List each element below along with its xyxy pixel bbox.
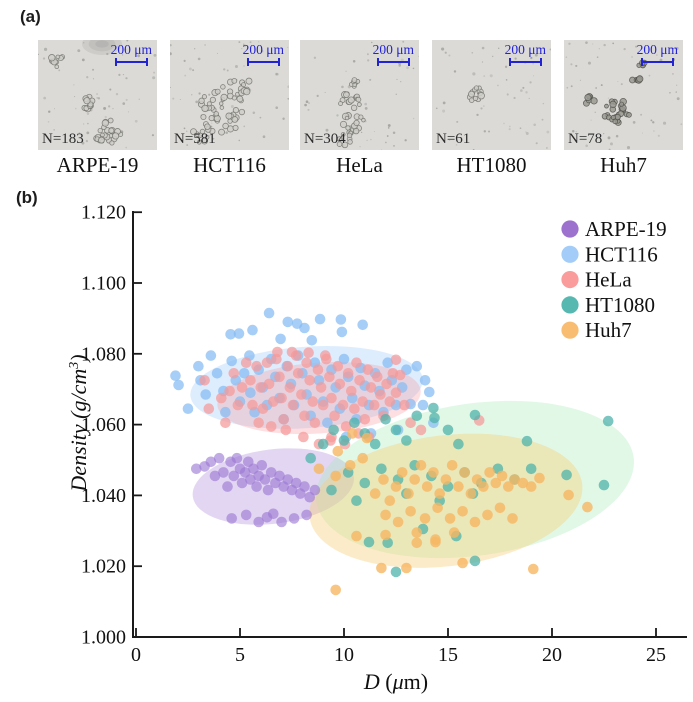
scale-bar-label: 200 μm (636, 42, 678, 57)
micrograph-image: 200 μm N=304 (300, 40, 419, 150)
micrograph-image: 200 μm N=581 (170, 40, 289, 150)
scale-bar: 200 μm (505, 42, 546, 66)
cell-count-label: N=78 (568, 131, 603, 147)
scale-bar-label: 200 μm (372, 42, 414, 57)
cell-line-name: Huh7 (600, 153, 647, 177)
micrograph-arpe19: 200 μm N=183 ARPE-19 (38, 40, 157, 178)
y-tick-label: 1.020 (81, 556, 126, 578)
micrograph-row: 200 μm N=183 ARPE-19 200 μm N=581 HCT116 (0, 40, 693, 180)
tick-labels: 1.000 1.020 1.040 1.060 1.080 1.100 1.120 0 5 10 1… (81, 202, 666, 666)
x-tick-label: 10 (334, 644, 354, 666)
x-tick-label: 15 (438, 644, 458, 666)
cell-count-label: N=581 (174, 131, 216, 147)
cell-count-label: N=183 (42, 131, 84, 147)
micrograph-image: 200 μm N=61 (432, 40, 551, 150)
panel-a-label: (a) (20, 7, 41, 26)
scatter-points-HeLa (199, 346, 485, 450)
scale-bar: 200 μm (243, 42, 284, 66)
cell-line-name: ARPE-19 (56, 153, 139, 177)
micrograph-hela: 200 μm N=304 HeLa (300, 40, 419, 178)
legend-swatch-Huh7 (561, 321, 579, 339)
scatter-points-Huh7 (313, 428, 593, 596)
y-tick-label: 1.000 (81, 627, 126, 649)
legend-label-Huh7: Huh7 (585, 318, 632, 342)
cell-photo-canvas (432, 40, 551, 150)
micrograph-hct116: 200 μm N=581 HCT116 (170, 40, 289, 178)
scale-bar-label: 200 μm (110, 42, 152, 57)
cell-line-name: HCT116 (193, 153, 266, 177)
cell-line-name: HT1080 (456, 153, 527, 177)
legend-swatch-HT1080 (561, 296, 579, 314)
cell-photo-canvas (170, 40, 289, 150)
scatter-chart: 1.000 1.020 1.040 1.060 1.080 1.100 1.120 0 5 10 1… (0, 185, 693, 702)
axes (132, 211, 687, 638)
cell-line-name: HeLa (336, 153, 383, 177)
cell-count-label: N=304 (304, 131, 346, 147)
panel-b-label: (b) (16, 188, 38, 207)
x-tick-label: 0 (131, 644, 141, 666)
micrograph-huh7: 200 μm N=78 Huh7 (564, 40, 683, 178)
scale-bar: 200 μm (373, 42, 414, 66)
scale-bar-line (640, 58, 674, 66)
scale-bar-line (508, 58, 542, 66)
micrograph-image: 200 μm N=183 (38, 40, 157, 150)
cell-photo-canvas (300, 40, 419, 150)
legend-swatch-ARPE-19 (561, 220, 579, 238)
y-tick-label: 1.080 (81, 343, 126, 365)
legend-label-HeLa: HeLa (585, 268, 632, 292)
legend-label-ARPE-19: ARPE-19 (585, 217, 667, 241)
scale-bar-label: 200 μm (504, 42, 546, 57)
scale-bar-label: 200 μm (242, 42, 284, 57)
scatter-chart-canvas: 1.000 1.020 1.040 1.060 1.080 1.100 1.120 0 5 10 1… (66, 202, 687, 694)
x-tick-label: 5 (235, 644, 245, 666)
cell-count-label: N=61 (436, 131, 471, 147)
x-axis-title: D (μm) (363, 669, 428, 694)
scatter-points-ARPE-19 (191, 452, 321, 528)
scale-bar: 200 μm (111, 42, 152, 66)
y-axis-title: Density (g/cm3) (66, 354, 91, 492)
y-tick-label: 1.060 (81, 414, 126, 436)
micrograph-image: 200 μm N=78 (564, 40, 683, 150)
scale-bar-line (114, 58, 148, 66)
legend-swatch-HCT116 (561, 245, 579, 263)
y-tick-label: 1.120 (81, 202, 126, 224)
y-tick-label: 1.100 (81, 273, 126, 295)
x-tick-label: 20 (542, 644, 562, 666)
cell-photo-canvas (38, 40, 157, 150)
scale-bar: 200 μm (637, 42, 678, 66)
legend-label-HCT116: HCT116 (585, 242, 658, 266)
micrograph-ht1080: 200 μm N=61 HT1080 (432, 40, 551, 178)
legend-label-HT1080: HT1080 (585, 293, 655, 317)
scale-bar-line (376, 58, 410, 66)
y-tick-label: 1.040 (81, 485, 126, 507)
scale-bar-line (246, 58, 280, 66)
cell-photo-canvas (564, 40, 683, 150)
legend-swatch-HeLa (561, 271, 579, 289)
x-tick-label: 25 (646, 644, 666, 666)
